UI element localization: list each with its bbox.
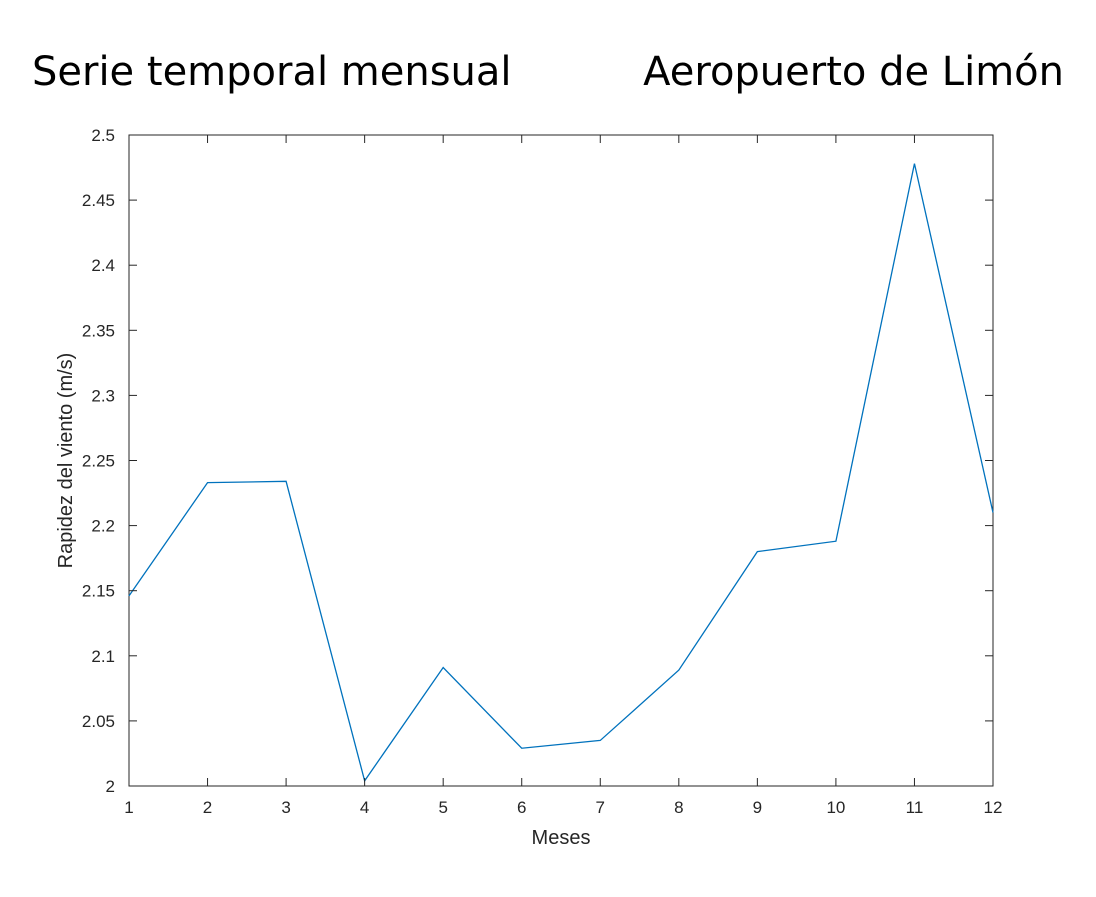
- x-tick-label: 1: [124, 798, 133, 817]
- x-tick-label: 9: [753, 798, 762, 817]
- y-tick-label: 2.45: [82, 191, 115, 210]
- x-tick-label: 4: [360, 798, 369, 817]
- chart-title-left: Serie temporal mensual: [32, 49, 512, 95]
- x-tick-label: 12: [984, 798, 1003, 817]
- x-axis-label: Meses: [532, 827, 591, 849]
- series-line: [128, 163, 994, 783]
- chart-title-right: Aeropuerto de Limón: [643, 49, 1064, 95]
- y-tick-label: 2.3: [91, 386, 115, 405]
- y-axis-label: Rapidez del viento (m/s): [55, 353, 77, 569]
- x-tick-label: 11: [906, 798, 924, 817]
- y-tick-label: 2.5: [91, 126, 115, 145]
- y-tick-label: 2.25: [82, 452, 115, 471]
- y-tick-label: 2.35: [82, 321, 115, 340]
- x-tick-label: 2: [203, 798, 212, 817]
- plot-area-box: [128, 134, 994, 787]
- y-tick-label: 2.15: [82, 582, 115, 601]
- x-tick-label: 6: [517, 798, 526, 817]
- y-tick-label: 2.1: [91, 647, 115, 666]
- x-tick-label: 5: [438, 798, 447, 817]
- x-tick-label: 10: [826, 798, 845, 817]
- x-tick-label: 8: [674, 798, 683, 817]
- y-tick-label: 2: [106, 777, 115, 796]
- y-tick-label: 2.05: [82, 712, 115, 731]
- y-tick-label: 2.2: [91, 517, 115, 536]
- x-tick-label: 7: [596, 798, 605, 817]
- x-tick-label: 3: [281, 798, 290, 817]
- y-tick-label: 2.4: [91, 256, 115, 275]
